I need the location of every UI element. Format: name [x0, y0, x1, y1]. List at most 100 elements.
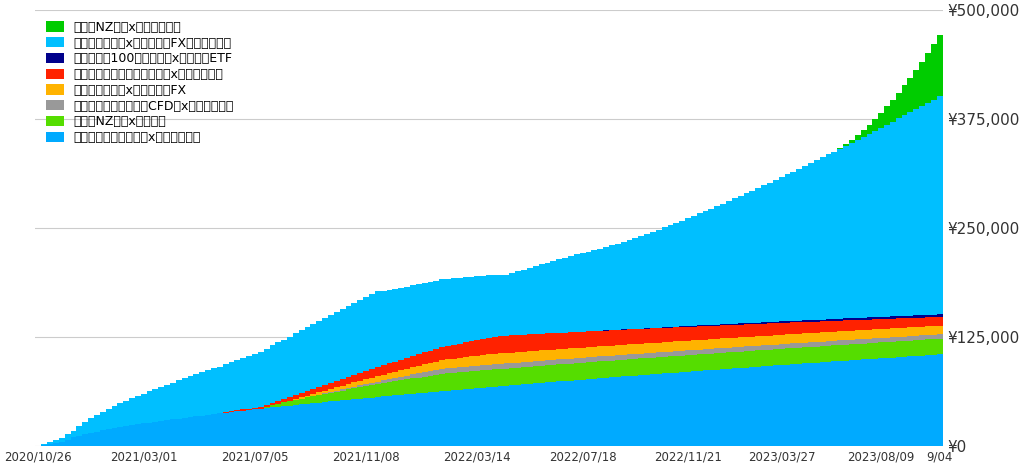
Bar — [872, 329, 879, 338]
Bar — [504, 364, 510, 368]
Bar — [767, 322, 773, 323]
Bar — [825, 346, 831, 362]
Bar — [492, 364, 498, 369]
Bar — [737, 337, 743, 347]
Bar — [797, 169, 802, 321]
Bar — [492, 275, 498, 337]
Bar — [778, 335, 784, 344]
Bar — [597, 331, 603, 346]
Bar — [920, 106, 925, 315]
Bar — [633, 344, 638, 354]
Bar — [655, 357, 662, 374]
Bar — [778, 177, 784, 322]
Bar — [925, 315, 931, 317]
Bar — [726, 352, 732, 369]
Bar — [849, 340, 855, 344]
Bar — [246, 356, 252, 409]
Bar — [504, 368, 510, 386]
Bar — [627, 376, 633, 446]
Bar — [778, 365, 784, 446]
Bar — [293, 395, 299, 399]
Bar — [527, 362, 532, 367]
Bar — [761, 185, 767, 322]
Bar — [750, 336, 756, 346]
Bar — [720, 369, 726, 446]
Bar — [451, 358, 457, 367]
Bar — [474, 388, 480, 446]
Bar — [825, 321, 831, 332]
Bar — [931, 317, 937, 326]
Bar — [726, 201, 732, 324]
Bar — [884, 358, 890, 446]
Bar — [47, 444, 53, 446]
Bar — [614, 345, 621, 355]
Bar — [890, 122, 896, 316]
Bar — [123, 426, 129, 446]
Bar — [439, 347, 445, 360]
Bar — [879, 343, 884, 358]
Bar — [920, 318, 925, 327]
Bar — [603, 247, 609, 330]
Bar — [621, 330, 627, 345]
Bar — [737, 351, 743, 368]
Bar — [532, 266, 539, 334]
Bar — [720, 338, 726, 348]
Bar — [913, 327, 920, 336]
Bar — [88, 418, 94, 433]
Bar — [890, 329, 896, 337]
Bar — [551, 365, 556, 382]
Bar — [901, 316, 907, 318]
Bar — [521, 362, 527, 367]
Bar — [123, 401, 129, 426]
Bar — [433, 370, 439, 375]
Bar — [515, 363, 521, 367]
Bar — [480, 370, 486, 388]
Bar — [118, 403, 123, 427]
Bar — [562, 359, 568, 364]
Bar — [743, 324, 750, 337]
Bar — [586, 357, 592, 362]
Bar — [691, 371, 696, 446]
Bar — [732, 198, 737, 324]
Bar — [715, 370, 720, 446]
Bar — [551, 360, 556, 365]
Bar — [674, 356, 679, 373]
Bar — [381, 396, 387, 446]
Bar — [176, 380, 181, 418]
Bar — [814, 342, 819, 346]
Bar — [527, 334, 532, 351]
Bar — [644, 353, 650, 358]
Bar — [357, 300, 364, 373]
Bar — [662, 357, 668, 373]
Bar — [750, 324, 756, 336]
Bar — [603, 361, 609, 378]
Bar — [293, 399, 299, 400]
Bar — [920, 356, 925, 446]
Bar — [843, 344, 849, 361]
Bar — [532, 334, 539, 351]
Bar — [913, 318, 920, 327]
Bar — [451, 278, 457, 344]
Bar — [802, 364, 808, 446]
Bar — [668, 373, 674, 446]
Bar — [299, 399, 305, 404]
Bar — [726, 325, 732, 338]
Bar — [416, 366, 422, 373]
Bar — [515, 385, 521, 446]
Bar — [896, 318, 901, 328]
Bar — [217, 413, 222, 446]
Bar — [931, 314, 937, 317]
Bar — [129, 398, 135, 425]
Bar — [187, 376, 194, 417]
Bar — [293, 405, 299, 446]
Bar — [422, 352, 428, 365]
Bar — [445, 359, 451, 368]
Bar — [94, 415, 99, 431]
Bar — [369, 369, 375, 378]
Bar — [838, 361, 843, 446]
Bar — [896, 337, 901, 341]
Bar — [375, 397, 381, 446]
Bar — [896, 118, 901, 316]
Bar — [819, 362, 825, 446]
Bar — [855, 330, 860, 339]
